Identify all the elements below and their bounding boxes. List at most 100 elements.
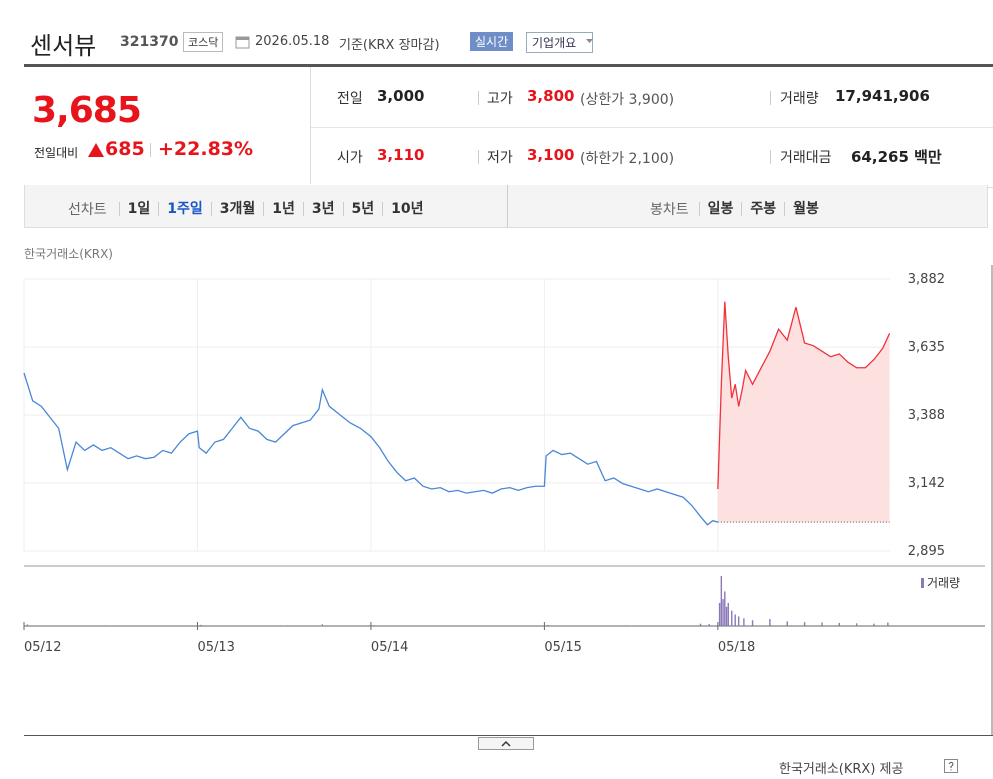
info-label: 전일 bbox=[337, 91, 363, 107]
separator bbox=[478, 150, 479, 164]
y-tick-label: 2,895 bbox=[908, 544, 945, 559]
tab-group-label: 봉차트 bbox=[650, 202, 689, 218]
y-tick-label: 3,882 bbox=[908, 272, 945, 287]
help-icon[interactable] bbox=[944, 759, 959, 774]
volume-bar bbox=[743, 618, 745, 626]
source-label: 한국거래소(KRX) bbox=[24, 247, 113, 261]
legend-swatch bbox=[921, 578, 924, 588]
current-price: 3,685 bbox=[32, 90, 142, 131]
volume-bar bbox=[718, 602, 721, 626]
info-label: 시가 bbox=[337, 150, 363, 166]
volume-bar bbox=[734, 614, 736, 626]
divider bbox=[311, 127, 993, 128]
info-note: (상한가 3,900) bbox=[580, 92, 675, 108]
volume-bar bbox=[727, 602, 729, 626]
up-triangle bbox=[88, 143, 104, 157]
change: 685 bbox=[105, 138, 145, 160]
volume-bar bbox=[722, 599, 724, 626]
tab[interactable]: 일봉 bbox=[698, 202, 742, 216]
y-tick-label: 3,142 bbox=[908, 476, 945, 491]
volume-bar bbox=[887, 622, 889, 626]
volume-bar bbox=[547, 625, 549, 626]
separator bbox=[478, 91, 479, 105]
price-line bbox=[23, 372, 719, 526]
change-label: 전일대비 bbox=[34, 146, 79, 160]
volume-bar bbox=[40, 625, 43, 626]
info-value: 17,941,906 bbox=[835, 87, 930, 105]
volume-bar bbox=[720, 576, 723, 626]
volume-bar bbox=[699, 623, 702, 626]
basis: 기준(KRX 장마감) bbox=[339, 38, 440, 53]
separator bbox=[770, 150, 771, 164]
divider bbox=[310, 67, 311, 184]
date: 2026.05.18 bbox=[255, 34, 330, 49]
footer-source: 한국거래소(KRX) 제공 bbox=[779, 762, 904, 777]
info-value: 3,000 bbox=[377, 87, 425, 105]
realtime-badge[interactable]: 실시간 bbox=[470, 32, 514, 51]
info-value: 64,265 백만 bbox=[851, 148, 942, 166]
tab[interactable]: 3년 bbox=[302, 202, 343, 216]
legend-label: 거래량 bbox=[927, 576, 960, 590]
dropdown-arrow bbox=[586, 39, 593, 43]
volume-bar bbox=[708, 624, 710, 626]
volume-bar bbox=[725, 606, 728, 626]
market-badge: 코스닥 bbox=[183, 32, 224, 52]
info-note: (하한가 2,100) bbox=[580, 151, 675, 167]
line-tabs: 선차트 1일 1주일 3개월 1년 3년 5년 10년 bbox=[68, 199, 432, 219]
tab[interactable]: 1일 bbox=[118, 202, 159, 216]
volume-bar bbox=[803, 622, 806, 626]
y-tick-label: 3,635 bbox=[908, 340, 945, 355]
collapse-button[interactable] bbox=[478, 737, 534, 751]
separator bbox=[770, 91, 771, 105]
tab[interactable]: 월봉 bbox=[784, 202, 827, 216]
y-tick-label: 3,388 bbox=[908, 408, 945, 423]
tab-bar bbox=[24, 185, 988, 228]
x-tick-label: 05/18 bbox=[718, 640, 755, 655]
volume-bar bbox=[855, 623, 858, 626]
info-label: 거래량 bbox=[780, 91, 819, 107]
info-label: 거래대금 bbox=[780, 150, 832, 166]
info-value: 3,110 bbox=[377, 146, 425, 164]
volume-bar bbox=[724, 591, 726, 626]
calendar-icon bbox=[235, 36, 250, 49]
volume-bar bbox=[786, 621, 788, 626]
volume-bar bbox=[751, 620, 754, 626]
separator bbox=[150, 143, 151, 157]
volume-bar bbox=[200, 624, 202, 626]
tab[interactable]: 10년 bbox=[382, 202, 431, 216]
x-tick-label: 05/15 bbox=[544, 640, 581, 655]
volume-bar bbox=[838, 622, 840, 626]
volume-bar bbox=[821, 622, 823, 626]
volume-bar bbox=[873, 623, 875, 626]
volume-bar bbox=[769, 619, 771, 626]
divider bbox=[507, 185, 508, 228]
company-info-button[interactable]: 기업개요 bbox=[526, 32, 594, 53]
bottom-line bbox=[24, 735, 993, 736]
tab[interactable]: 5년 bbox=[342, 202, 383, 216]
stock-name: 센서뷰 bbox=[30, 32, 97, 60]
tab-group-label: 선차트 bbox=[68, 202, 107, 218]
info-value: 3,800 bbox=[527, 87, 575, 105]
quote-box bbox=[24, 64, 993, 188]
volume-bar bbox=[373, 625, 376, 626]
info-value: 3,100 bbox=[527, 146, 575, 164]
volume-bar bbox=[731, 610, 733, 626]
tab[interactable]: 주봉 bbox=[741, 202, 784, 216]
stock-code: 321370 bbox=[120, 34, 179, 50]
x-tick-label: 05/13 bbox=[197, 640, 234, 655]
volume-bar bbox=[321, 624, 324, 626]
info-label: 고가 bbox=[487, 91, 513, 107]
info-label: 저가 bbox=[487, 150, 513, 166]
volume-bar bbox=[737, 616, 740, 626]
x-tick-label: 05/12 bbox=[24, 640, 61, 655]
tab[interactable]: 1년 bbox=[263, 202, 303, 216]
tab[interactable]: 1주일 bbox=[158, 202, 211, 216]
volume-bar bbox=[26, 624, 29, 626]
change-rate: +22.83% bbox=[158, 138, 254, 160]
price-line bbox=[717, 301, 891, 490]
price-chart: 3,882 3,635 3,388 3,142 2,895 05/12 05/13 05/14… bbox=[23, 265, 993, 735]
x-tick-label: 05/14 bbox=[371, 640, 408, 655]
tab[interactable]: 3개월 bbox=[210, 202, 264, 216]
candle-tabs: 봉차트 일봉 주봉 월봉 bbox=[650, 199, 827, 219]
